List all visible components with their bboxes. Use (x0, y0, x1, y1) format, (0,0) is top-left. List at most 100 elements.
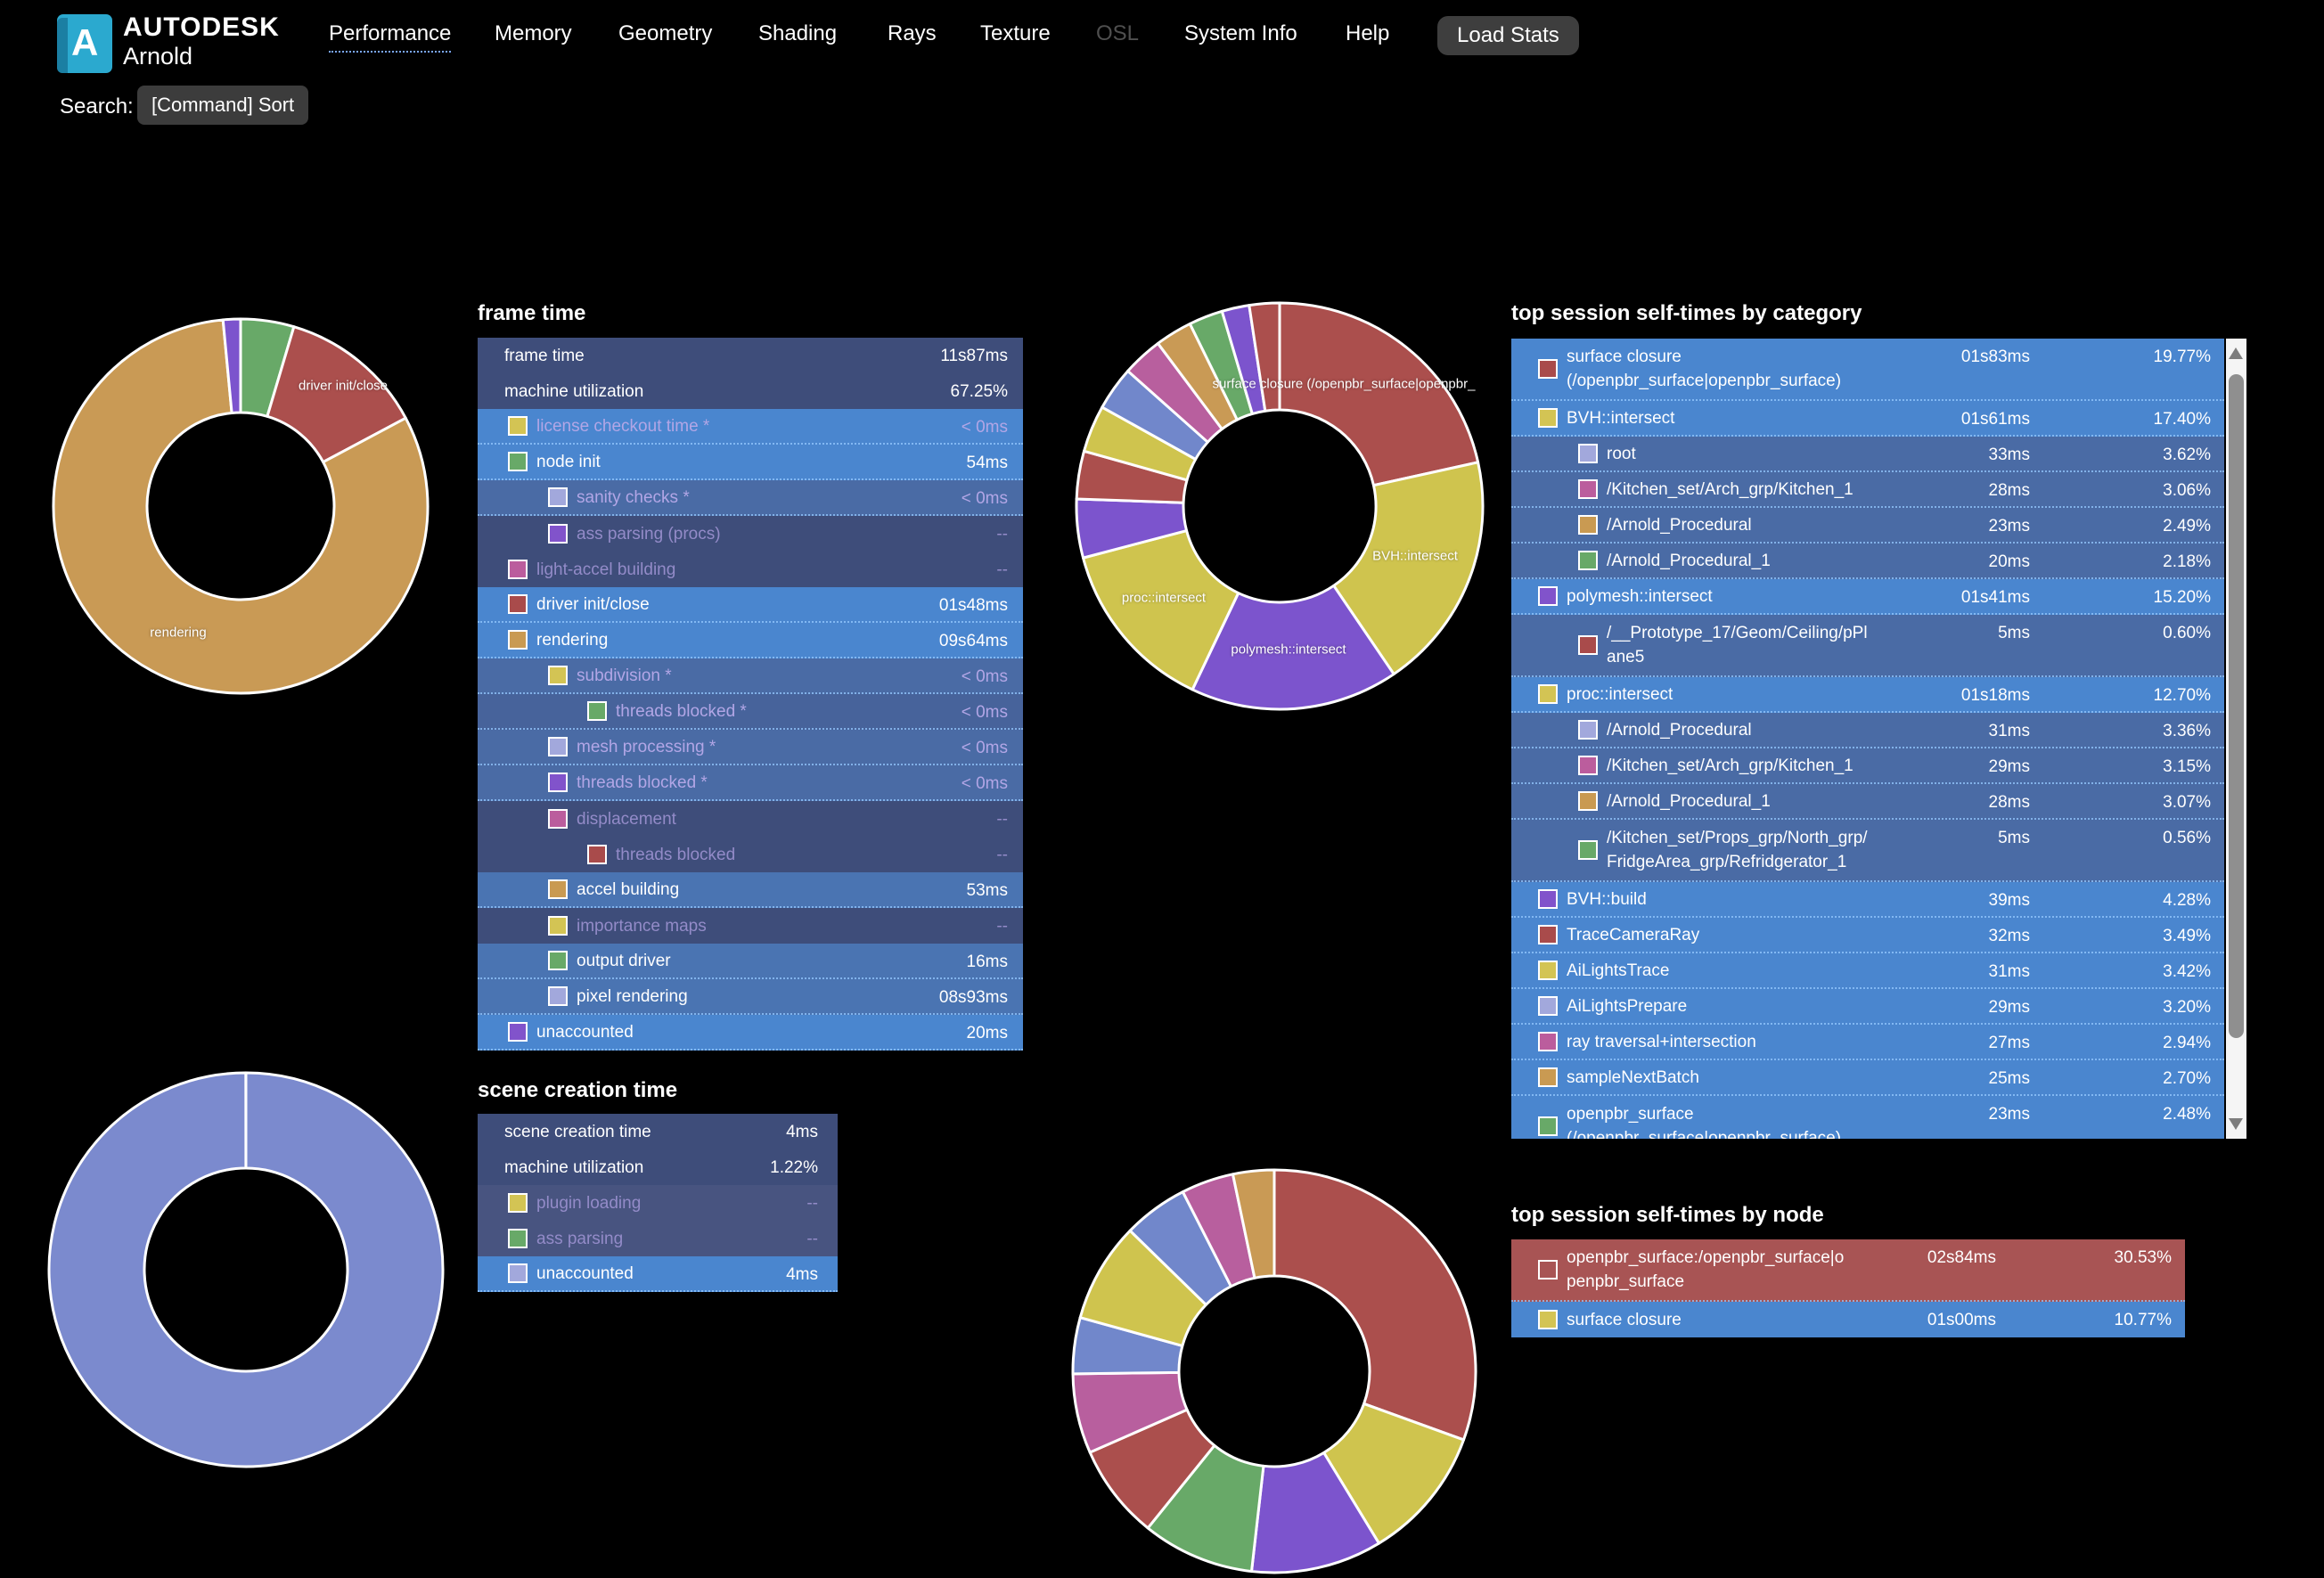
table-row[interactable]: /Arnold_Procedural 23ms 2.49% (1511, 508, 2224, 544)
donut-segment[interactable] (1272, 1168, 1477, 1442)
table-row[interactable]: importance maps -- (478, 908, 1023, 944)
row-label: proc::intersect (1567, 684, 1673, 704)
color-swatch (548, 951, 568, 970)
by-category-donut-chart[interactable] (1071, 298, 1488, 715)
table-row[interactable]: pixel rendering 08s93ms (478, 979, 1023, 1015)
color-swatch (548, 879, 568, 899)
table-row[interactable]: ass parsing (procs) -- (478, 516, 1023, 552)
scrollbar-down-arrow-icon[interactable] (2229, 1118, 2243, 1130)
color-swatch (508, 416, 528, 436)
table-row[interactable]: openpbr_surface:/openpbr_surface|o penpb… (1511, 1239, 2185, 1302)
row-value: -- (996, 846, 1008, 864)
table-row[interactable]: scene creation time 4ms (478, 1114, 838, 1149)
donut-segment[interactable] (1332, 461, 1485, 676)
table-row[interactable]: openpbr_surface (/openpbr_surface|openpb… (1511, 1096, 2224, 1139)
table-row[interactable]: root 33ms 3.62% (1511, 437, 2224, 472)
table-row[interactable]: node init 54ms (478, 445, 1023, 480)
load-stats-button[interactable]: Load Stats (1437, 16, 1579, 55)
donut-segment[interactable] (1191, 584, 1395, 711)
row-label: frame time (504, 346, 585, 365)
table-row[interactable]: displacement -- (478, 801, 1023, 837)
table-row[interactable]: unaccounted 4ms (478, 1256, 838, 1292)
table-row[interactable]: BVH::intersect 01s61ms 17.40% (1511, 401, 2224, 437)
scene-creation-donut-chart[interactable] (44, 1067, 448, 1472)
donut-segment[interactable] (1278, 301, 1480, 487)
table-row[interactable]: polymesh::intersect 01s41ms 15.20% (1511, 579, 2224, 615)
table-row[interactable]: plugin loading -- (478, 1185, 838, 1221)
donut-segment[interactable] (1082, 529, 1240, 691)
table-row[interactable]: threads blocked -- (478, 837, 1023, 872)
search-input[interactable]: [Command] Sort (137, 86, 309, 125)
donut-segment[interactable] (221, 317, 242, 414)
row-value: 16ms (966, 953, 1008, 971)
row-percent: 12.70% (2153, 686, 2211, 705)
table-row[interactable]: unaccounted 20ms (478, 1015, 1023, 1051)
frame-time-donut-chart[interactable] (48, 314, 433, 699)
table-row[interactable]: surface closure 01s00ms 10.77% (1511, 1302, 2185, 1337)
table-row[interactable]: subdivision * < 0ms (478, 658, 1023, 694)
table-row[interactable]: /Arnold_Procedural_1 28ms 3.07% (1511, 784, 2224, 820)
table-row[interactable]: license checkout time * < 0ms (478, 409, 1023, 445)
row-value: 20ms (966, 1024, 1008, 1042)
table-row[interactable]: proc::intersect 01s18ms 12.70% (1511, 677, 2224, 713)
table-row[interactable]: AiLightsPrepare 29ms 3.20% (1511, 989, 2224, 1025)
color-swatch (508, 594, 528, 614)
row-label: ray traversal+intersection (1567, 1032, 1756, 1051)
donut-segment[interactable] (1231, 1168, 1276, 1280)
table-row[interactable]: /Arnold_Procedural_1 20ms 2.18% (1511, 544, 2224, 579)
by-node-title: top session self-times by node (1511, 1203, 1824, 1227)
nav-item-shading[interactable]: Shading (758, 21, 838, 45)
donut-segment[interactable] (52, 318, 430, 695)
row-value: -- (996, 560, 1008, 579)
table-row[interactable]: /Kitchen_set/Props_grp/North_grp/ Fridge… (1511, 820, 2224, 882)
row-percent: 3.07% (2163, 793, 2211, 812)
table-row[interactable]: AiLightsTrace 31ms 3.42% (1511, 953, 2224, 989)
row-time: 01s41ms (1960, 588, 2030, 607)
table-row[interactable]: /__Prototype_17/Geom/Ceiling/pPl ane5 5ms… (1511, 615, 2224, 677)
table-row[interactable]: threads blocked * < 0ms (478, 694, 1023, 730)
scrollbar-up-arrow-icon[interactable] (2229, 347, 2243, 359)
donut-segment[interactable] (47, 1071, 445, 1468)
table-row[interactable]: ass parsing -- (478, 1221, 838, 1256)
nav-item-texture[interactable]: Texture (980, 21, 1051, 45)
table-row[interactable]: /Kitchen_set/Arch_grp/Kitchen_1 28ms 3.06% (1511, 472, 2224, 508)
scrollbar-thumb[interactable] (2229, 374, 2244, 1038)
table-row[interactable]: threads blocked * < 0ms (478, 765, 1023, 801)
color-swatch (1538, 1260, 1558, 1280)
table-row[interactable]: machine utilization 67.25% (478, 373, 1023, 409)
row-percent: 3.36% (2163, 722, 2211, 740)
table-row[interactable]: /Kitchen_set/Arch_grp/Kitchen_1 29ms 3.15% (1511, 748, 2224, 784)
table-row[interactable]: TraceCameraRay 32ms 3.49% (1511, 918, 2224, 953)
table-row[interactable]: /Arnold_Procedural 31ms 3.36% (1511, 713, 2224, 748)
row-label: importance maps (577, 916, 707, 936)
table-row[interactable]: driver init/close 01s48ms (478, 587, 1023, 623)
color-swatch (1538, 408, 1558, 428)
table-row[interactable]: machine utilization 1.22% (478, 1149, 838, 1185)
nav-item-rays[interactable]: Rays (888, 21, 937, 45)
row-value: 4ms (786, 1265, 818, 1284)
table-row[interactable]: output driver 16ms (478, 944, 1023, 979)
color-swatch (508, 452, 528, 471)
by-node-donut-chart[interactable] (1068, 1165, 1481, 1578)
donut-segment[interactable] (1248, 301, 1281, 413)
table-row[interactable]: sampleNextBatch 25ms 2.70% (1511, 1060, 2224, 1096)
table-row[interactable]: accel building 53ms (478, 872, 1023, 908)
nav-item-memory[interactable]: Memory (495, 21, 572, 45)
table-row[interactable]: ray traversal+intersection 27ms 2.94% (1511, 1025, 2224, 1060)
row-label: rendering (536, 630, 609, 650)
table-row[interactable]: mesh processing * < 0ms (478, 730, 1023, 765)
row-label: machine utilization (504, 381, 644, 401)
row-label: subdivision * (577, 666, 672, 685)
table-row[interactable]: BVH::build 39ms 4.28% (1511, 882, 2224, 918)
table-row[interactable]: rendering 09s64ms (478, 623, 1023, 658)
scrollbar-track[interactable] (2226, 339, 2246, 1139)
table-row[interactable]: frame time 11s87ms (478, 338, 1023, 373)
table-row[interactable]: sanity checks * < 0ms (478, 480, 1023, 516)
row-percent: 15.20% (2153, 588, 2211, 607)
nav-item-system-info[interactable]: System Info (1184, 21, 1297, 45)
table-row[interactable]: surface closure (/openpbr_surface|openpb… (1511, 339, 2224, 401)
nav-item-performance[interactable]: Performance (329, 21, 452, 53)
table-row[interactable]: light-accel building -- (478, 552, 1023, 587)
nav-item-help[interactable]: Help (1346, 21, 1390, 45)
nav-item-geometry[interactable]: Geometry (618, 21, 713, 45)
